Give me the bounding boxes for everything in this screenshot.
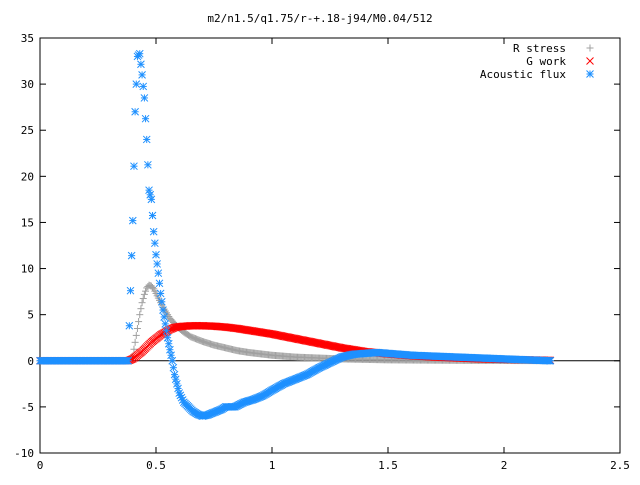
data-point xyxy=(152,250,160,259)
data-point xyxy=(157,297,166,306)
data-point xyxy=(130,345,138,353)
data-point xyxy=(140,290,148,298)
data-point xyxy=(161,320,170,328)
data-point xyxy=(136,311,144,319)
x-tick-label: 2.5 xyxy=(610,459,630,472)
data-point xyxy=(162,326,171,335)
data-point xyxy=(146,190,155,199)
data-point xyxy=(159,306,167,314)
legend-label: Acoustic flux xyxy=(480,68,566,81)
data-point xyxy=(163,333,172,342)
data-point xyxy=(139,82,148,91)
data-point xyxy=(132,331,140,339)
data-point xyxy=(128,216,137,225)
data-point xyxy=(156,289,165,298)
data-point xyxy=(148,211,157,220)
y-tick-label: 35 xyxy=(21,32,34,45)
data-point xyxy=(168,356,177,365)
data-point xyxy=(141,114,150,123)
data-point xyxy=(139,295,147,303)
data-point xyxy=(149,283,157,291)
data-point xyxy=(171,375,180,384)
data-point xyxy=(145,186,153,195)
y-tick-label: 15 xyxy=(21,216,34,229)
data-point xyxy=(546,356,555,365)
x-tick-label: 0.5 xyxy=(146,459,166,472)
data-point xyxy=(126,286,135,295)
data-point xyxy=(132,80,141,88)
legend-marker xyxy=(586,70,594,78)
data-point xyxy=(137,305,145,313)
legend-marker xyxy=(586,57,594,65)
legend-marker xyxy=(586,44,594,52)
data-point xyxy=(135,318,143,326)
data-point xyxy=(147,195,156,204)
data-point xyxy=(144,160,152,169)
data-point xyxy=(160,313,168,321)
data-point xyxy=(155,279,164,288)
data-point xyxy=(127,251,136,260)
legend-label: G work xyxy=(526,55,566,68)
y-tick-label: 20 xyxy=(21,170,34,183)
data-point xyxy=(142,287,150,295)
y-tick-label: 5 xyxy=(27,309,34,322)
x-tick-label: 0 xyxy=(37,459,44,472)
series-acoustic-flux xyxy=(36,49,555,420)
data-point xyxy=(135,49,144,58)
data-point xyxy=(174,384,182,393)
data-point xyxy=(130,162,138,171)
y-tick-label: 10 xyxy=(21,263,34,276)
data-series xyxy=(36,49,555,420)
chart-title: m2/n1.5/q1.75/r-+.18-j94/M0.04/512 xyxy=(207,12,432,25)
data-point xyxy=(150,239,159,248)
data-point xyxy=(164,339,173,348)
y-tick-label: -5 xyxy=(21,401,34,414)
data-point xyxy=(137,60,145,69)
y-tick-label: 0 xyxy=(27,355,34,368)
data-point xyxy=(124,356,133,365)
data-point xyxy=(131,338,139,346)
data-point xyxy=(138,71,146,79)
legend-label: R stress xyxy=(513,42,566,55)
data-point xyxy=(149,227,158,236)
data-point xyxy=(133,325,141,332)
data-point xyxy=(138,299,146,307)
plot-frame xyxy=(39,37,621,454)
data-point xyxy=(169,363,178,372)
data-point xyxy=(154,269,163,278)
data-point xyxy=(125,321,134,330)
data-point xyxy=(142,135,151,144)
x-tick-label: 1 xyxy=(269,459,276,472)
axis-ticks: 0 0.5 1 1.5 2 2.5 -10 -5 0 5 10 15 20 25 30 35 xyxy=(14,32,630,472)
data-point xyxy=(131,107,139,116)
y-tick-label: 25 xyxy=(21,124,34,137)
data-point xyxy=(173,379,181,388)
y-tick-label: 30 xyxy=(21,78,34,91)
y-tick-label: -10 xyxy=(14,447,34,460)
data-point xyxy=(153,260,162,268)
x-tick-label: 1.5 xyxy=(378,459,398,472)
x-tick-label: 2 xyxy=(501,459,508,472)
data-point xyxy=(170,370,179,379)
data-point xyxy=(140,94,149,102)
